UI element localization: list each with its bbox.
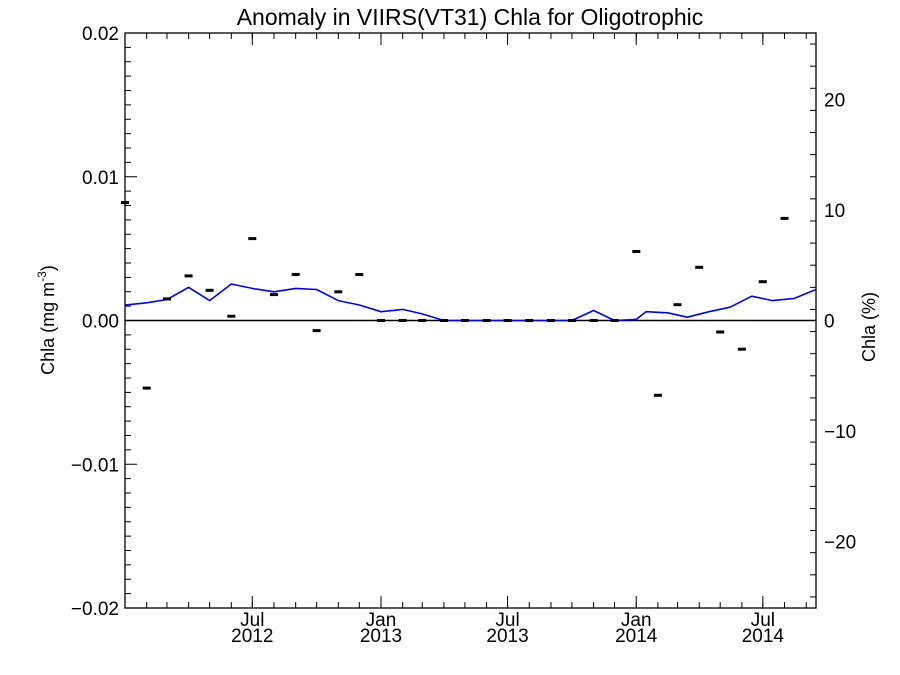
right-tick-label: 10 xyxy=(824,201,845,222)
data-point-marker xyxy=(695,265,704,269)
data-point-marker xyxy=(205,288,214,292)
series-layer xyxy=(121,201,817,397)
y-axis-left-label-main: Chla (mg m xyxy=(38,282,58,375)
data-point-marker xyxy=(398,319,407,322)
x-tick-year: 2013 xyxy=(360,626,402,647)
left-tick-label: −0.02 xyxy=(71,599,119,620)
x-tick-year: 2012 xyxy=(231,626,273,647)
data-point-marker xyxy=(737,347,746,351)
x-tick-month: Jul xyxy=(240,610,264,631)
data-point-marker xyxy=(439,319,448,322)
data-point-marker xyxy=(482,319,491,322)
x-tick-year: 2014 xyxy=(615,626,658,647)
left-tick-label: 0.00 xyxy=(82,312,119,333)
right-axis: 20 10 0 −10 −20 xyxy=(810,43,856,598)
left-tick-label: −0.01 xyxy=(71,455,119,476)
data-point-marker xyxy=(673,303,682,307)
right-tick-label: 20 xyxy=(824,90,845,111)
x-tick-month: Jan xyxy=(621,610,652,631)
chart-title: Anomaly in VIIRS(VT31) Chla for Oligotro… xyxy=(237,4,704,30)
left-tick-label: 0.01 xyxy=(82,168,119,189)
data-point-marker xyxy=(653,393,662,397)
data-point-marker xyxy=(716,330,725,334)
data-point-marker xyxy=(377,319,385,322)
y-axis-left-label-superscript: -3 xyxy=(35,271,49,282)
data-point-marker xyxy=(546,319,555,322)
x-tick-year: 2013 xyxy=(486,626,528,647)
x-tick-year: 2014 xyxy=(742,626,785,647)
left-tick-label: 0.02 xyxy=(82,24,119,45)
x-tick-month: Jan xyxy=(366,610,397,631)
data-point-marker xyxy=(334,290,343,294)
left-axis: 0.02 0.01 0.00 −0.01 −0.02 xyxy=(71,24,137,620)
data-point-marker xyxy=(780,216,789,220)
data-point-marker xyxy=(121,201,129,205)
series-line xyxy=(124,283,817,322)
data-point-marker xyxy=(184,274,193,278)
data-point-marker xyxy=(355,273,364,276)
right-tick-label: −10 xyxy=(824,422,856,443)
data-point-marker xyxy=(291,273,300,276)
data-point-marker xyxy=(567,319,576,322)
data-point-marker xyxy=(418,319,427,322)
x-tick-month: Jul xyxy=(495,610,519,631)
data-point-marker xyxy=(589,319,598,322)
data-point-marker xyxy=(460,319,469,322)
data-point-marker xyxy=(503,319,512,322)
right-tick-label: 0 xyxy=(824,312,835,333)
y-axis-left-label-close: ) xyxy=(38,265,58,271)
data-point-marker xyxy=(525,319,534,322)
data-point-marker xyxy=(632,250,641,253)
data-point-marker xyxy=(312,329,321,333)
data-point-marker xyxy=(248,237,257,241)
data-point-marker xyxy=(163,297,171,301)
data-point-marker xyxy=(142,386,151,390)
right-tick-label: −20 xyxy=(824,533,856,554)
data-point-marker xyxy=(270,293,278,297)
y-axis-right-label: Chla (%) xyxy=(859,292,879,362)
data-point-marker xyxy=(227,314,236,318)
data-point-marker xyxy=(758,280,767,284)
data-point-marker xyxy=(610,319,619,322)
x-tick-month: Jul xyxy=(751,610,775,631)
y-axis-left-label: Chla (mg m-3) xyxy=(35,265,58,375)
